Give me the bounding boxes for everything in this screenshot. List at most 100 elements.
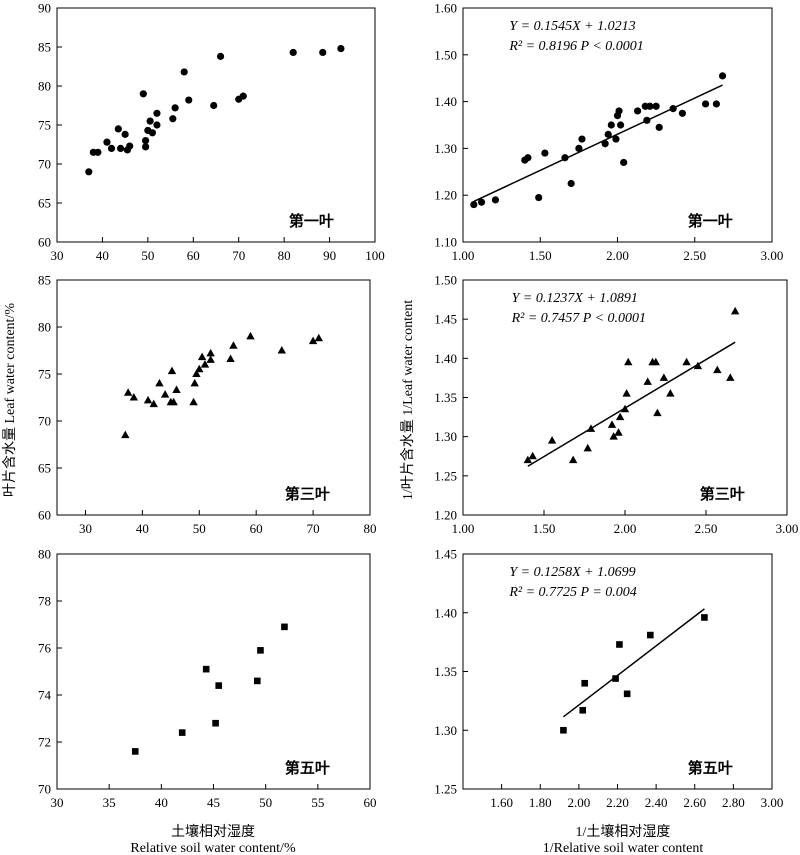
- y-tick-label: 74: [38, 688, 52, 703]
- x-tick-label: 45: [207, 795, 220, 810]
- data-point: [153, 121, 161, 129]
- regression-equation: Y = 0.1237X + 1.0891: [512, 291, 638, 306]
- data-point: [730, 306, 740, 315]
- x-tick-label: 2.40: [645, 795, 668, 810]
- data-point: [633, 107, 642, 115]
- data-point: [189, 397, 198, 406]
- x-tick-label: 90: [323, 248, 336, 263]
- data-point: [647, 631, 654, 639]
- data-point: [620, 404, 630, 413]
- x-tick-label: 55: [311, 795, 324, 810]
- data-point: [123, 388, 133, 396]
- data-point: [149, 399, 158, 408]
- x-tick-label: 70: [307, 521, 320, 536]
- data-point: [202, 665, 210, 673]
- x-axis-label-right-en: 1/Relative soil water content: [543, 841, 704, 855]
- data-point: [337, 44, 345, 53]
- data-point: [103, 138, 111, 146]
- x-axis-label-right-cn: 1/土壤相对湿度: [576, 823, 671, 840]
- data-point: [659, 373, 669, 381]
- x-tick-label: 1.50: [529, 248, 552, 263]
- y-tick-label: 80: [38, 79, 51, 94]
- data-point: [172, 385, 181, 393]
- chart-panel-left-3: 30 40 50 60 70 80 60 65 70 75 80 85 第三叶: [38, 273, 377, 537]
- x-tick-label: 60: [250, 521, 263, 536]
- panel-label: 第五叶: [285, 759, 330, 777]
- x-tick-label: 80: [364, 521, 377, 536]
- x-tick-label: 2.60: [683, 795, 706, 810]
- data-point: [212, 719, 219, 727]
- x-tick-label: 30: [51, 248, 64, 263]
- data-point: [583, 443, 592, 452]
- data-point: [216, 52, 225, 60]
- data-point: [185, 96, 193, 104]
- x-tick-label: 30: [79, 521, 92, 536]
- y-tick-label: 70: [38, 157, 51, 172]
- x-tick-label: 30: [51, 795, 64, 810]
- data-point: [197, 352, 207, 361]
- y-tick-label: 85: [38, 40, 51, 55]
- data-point: [146, 117, 154, 125]
- data-point: [121, 430, 130, 439]
- data-point: [615, 107, 623, 115]
- data-point: [477, 198, 486, 206]
- x-tick-label: 1.60: [490, 795, 513, 810]
- data-point: [470, 200, 478, 209]
- y-tick-label: 70: [38, 782, 51, 797]
- data-point: [254, 677, 261, 685]
- data-point: [319, 48, 327, 57]
- y-tick-label: 60: [38, 235, 51, 250]
- data-point: [523, 455, 532, 464]
- x-tick-label: 50: [259, 795, 272, 810]
- data-point: [579, 706, 587, 714]
- data-point: [547, 436, 557, 444]
- x-tick-label: 3.00: [761, 795, 784, 810]
- data-point: [693, 361, 703, 370]
- data-point: [616, 121, 625, 129]
- data-point: [169, 397, 178, 406]
- panel-label: 第五叶: [688, 759, 733, 777]
- data-point: [623, 690, 631, 698]
- data-point: [578, 135, 586, 143]
- panel-label: 第一叶: [289, 212, 334, 230]
- chart-panel-left-1: 30 40 50 60 70 80 90 100 60 65 70 75 80 85 90 第一叶: [38, 1, 385, 264]
- y-tick-label: 72: [38, 735, 51, 750]
- data-point: [560, 726, 567, 734]
- y-tick-label: 1.25: [434, 468, 457, 483]
- x-tick-label: 60: [187, 248, 200, 263]
- y-tick-label: 1.40: [434, 351, 457, 366]
- data-point: [561, 154, 569, 162]
- data-point: [653, 408, 662, 417]
- y-tick-label: 1.50: [434, 47, 457, 62]
- y-tick-label: 78: [38, 594, 51, 609]
- data-point: [210, 101, 218, 110]
- data-point: [726, 373, 735, 381]
- data-point: [107, 144, 116, 152]
- data-point: [246, 331, 255, 340]
- chart-panel-left-5: 30 35 40 45 50 55 60 70 72 74 76 78 80 第五叶: [38, 547, 377, 811]
- y-tick-label: 1.30: [434, 723, 457, 738]
- data-point: [616, 641, 623, 648]
- x-tick-label: 1.00: [452, 248, 475, 263]
- data-point: [131, 748, 139, 755]
- data-point: [678, 109, 686, 117]
- y-tick-label: 80: [38, 547, 51, 562]
- data-point: [646, 102, 654, 110]
- panel-label: 第一叶: [688, 212, 733, 230]
- y-axis-label-left: 叶片含水量 Leaf water content/%: [2, 303, 18, 497]
- data-point: [651, 357, 660, 366]
- data-point: [215, 682, 223, 689]
- data-point: [192, 369, 201, 377]
- data-point: [612, 135, 620, 143]
- data-point: [568, 455, 578, 464]
- data-point: [139, 90, 147, 98]
- data-point: [622, 389, 631, 397]
- data-point: [206, 348, 215, 357]
- data-point: [206, 355, 215, 363]
- data-point: [229, 341, 238, 349]
- y-tick-label: 75: [38, 118, 51, 133]
- data-point: [652, 102, 660, 110]
- data-point: [277, 346, 286, 354]
